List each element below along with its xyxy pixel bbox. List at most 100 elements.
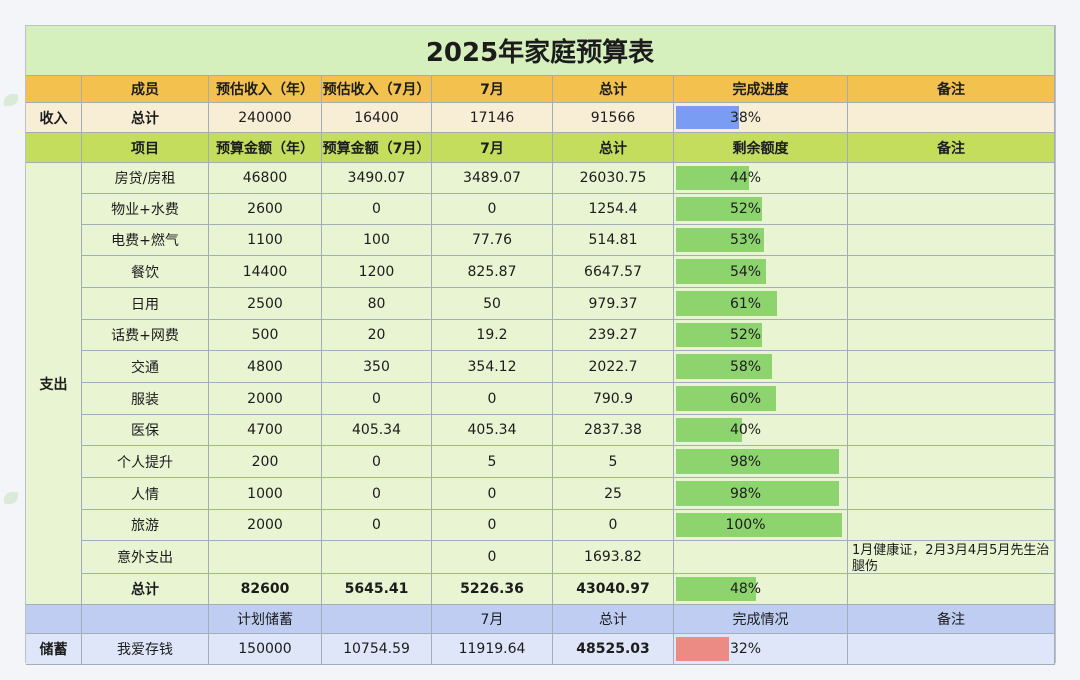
income-row-total[interactable]: 91566 [553,103,674,133]
expense-row-total[interactable]: 1693.82 [553,541,674,574]
savings-progress-cell[interactable]: 32% [674,634,848,665]
expense-total-note[interactable] [848,574,1055,605]
expense-row-year[interactable]: 4800 [209,351,322,383]
expense-row-month-est[interactable]: 3490.07 [322,163,432,194]
expense-row-year[interactable]: 2500 [209,288,322,320]
expense-row-month-est[interactable] [322,541,432,574]
expense-row-note[interactable] [848,351,1055,383]
savings-row-plan[interactable]: 150000 [209,634,322,665]
expense-row-name[interactable]: 服装 [82,383,209,415]
expense-row-total[interactable]: 979.37 [553,288,674,320]
expense-row-july[interactable]: 77.76 [432,225,553,256]
expense-row-total[interactable]: 2022.7 [553,351,674,383]
expense-row-note[interactable] [848,510,1055,541]
expense-remain-cell[interactable]: 100% [674,510,848,541]
expense-remain-cell[interactable]: 60% [674,383,848,415]
expense-row-month-est[interactable]: 0 [322,446,432,478]
expense-row-month-est[interactable]: 20 [322,320,432,351]
savings-row-july[interactable]: 11919.64 [432,634,553,665]
expense-row-name[interactable]: 餐饮 [82,256,209,288]
expense-row-july[interactable]: 0 [432,383,553,415]
expense-row-year[interactable] [209,541,322,574]
expense-remain-cell[interactable]: 40% [674,415,848,446]
expense-total-month-est[interactable]: 5645.41 [322,574,432,605]
expense-remain-cell[interactable]: 52% [674,320,848,351]
expense-row-month-est[interactable]: 80 [322,288,432,320]
expense-row-month-est[interactable]: 0 [322,478,432,510]
savings-row-name[interactable]: 我爱存钱 [82,634,209,665]
expense-row-note[interactable] [848,415,1055,446]
expense-row-july[interactable]: 3489.07 [432,163,553,194]
income-row-month-est[interactable]: 16400 [322,103,432,133]
expense-row-name[interactable]: 话费+网费 [82,320,209,351]
expense-row-year[interactable]: 46800 [209,163,322,194]
expense-total-july[interactable]: 5226.36 [432,574,553,605]
expense-row-name[interactable]: 电费+燃气 [82,225,209,256]
expense-row-july[interactable]: 825.87 [432,256,553,288]
expense-total-name[interactable]: 总计 [82,574,209,605]
expense-row-year[interactable]: 500 [209,320,322,351]
expense-row-name[interactable]: 物业+水费 [82,194,209,225]
expense-row-name[interactable]: 医保 [82,415,209,446]
expense-row-note[interactable] [848,320,1055,351]
expense-total-total[interactable]: 43040.97 [553,574,674,605]
income-progress-cell[interactable]: 38% [674,103,848,133]
expense-row-name[interactable]: 房贷/房租 [82,163,209,194]
expense-row-note[interactable] [848,446,1055,478]
expense-row-total[interactable]: 6647.57 [553,256,674,288]
expense-row-total[interactable]: 239.27 [553,320,674,351]
expense-row-year[interactable]: 2000 [209,510,322,541]
expense-row-note[interactable] [848,383,1055,415]
expense-remain-cell[interactable]: 52% [674,194,848,225]
expense-row-note[interactable]: 1月健康证，2月3月4月5月先生治腿伤 [848,541,1055,574]
expense-row-note[interactable] [848,288,1055,320]
expense-remain-cell[interactable]: 53% [674,225,848,256]
expense-row-july[interactable]: 0 [432,541,553,574]
expense-row-july[interactable]: 354.12 [432,351,553,383]
expense-row-total[interactable]: 0 [553,510,674,541]
expense-row-note[interactable] [848,256,1055,288]
expense-row-name[interactable]: 意外支出 [82,541,209,574]
expense-row-total[interactable]: 25 [553,478,674,510]
expense-row-total[interactable]: 2837.38 [553,415,674,446]
expense-remain-cell[interactable] [674,541,848,574]
savings-row-note[interactable] [848,634,1055,665]
expense-row-year[interactable]: 1100 [209,225,322,256]
income-row-july[interactable]: 17146 [432,103,553,133]
expense-row-july[interactable]: 405.34 [432,415,553,446]
expense-row-name[interactable]: 人情 [82,478,209,510]
expense-row-total[interactable]: 26030.75 [553,163,674,194]
expense-row-total[interactable]: 790.9 [553,383,674,415]
expense-remain-cell[interactable]: 98% [674,478,848,510]
expense-row-month-est[interactable]: 1200 [322,256,432,288]
expense-total-remain-cell[interactable]: 48% [674,574,848,605]
expense-row-note[interactable] [848,478,1055,510]
savings-row-total[interactable]: 48525.03 [553,634,674,665]
expense-row-july[interactable]: 50 [432,288,553,320]
expense-row-month-est[interactable]: 350 [322,351,432,383]
expense-row-month-est[interactable]: 0 [322,383,432,415]
expense-row-note[interactable] [848,194,1055,225]
expense-remain-cell[interactable]: 44% [674,163,848,194]
expense-row-month-est[interactable]: 405.34 [322,415,432,446]
expense-remain-cell[interactable]: 61% [674,288,848,320]
expense-row-note[interactable] [848,225,1055,256]
expense-row-name[interactable]: 旅游 [82,510,209,541]
income-row-name[interactable]: 总计 [82,103,209,133]
expense-row-july[interactable]: 0 [432,194,553,225]
expense-row-name[interactable]: 日用 [82,288,209,320]
expense-row-year[interactable]: 2600 [209,194,322,225]
expense-row-month-est[interactable]: 0 [322,510,432,541]
income-row-year[interactable]: 240000 [209,103,322,133]
savings-row-month-est[interactable]: 10754.59 [322,634,432,665]
expense-row-name[interactable]: 个人提升 [82,446,209,478]
expense-row-year[interactable]: 1000 [209,478,322,510]
expense-row-month-est[interactable]: 0 [322,194,432,225]
expense-row-july[interactable]: 19.2 [432,320,553,351]
expense-row-month-est[interactable]: 100 [322,225,432,256]
expense-total-year[interactable]: 82600 [209,574,322,605]
expense-row-note[interactable] [848,163,1055,194]
expense-row-total[interactable]: 5 [553,446,674,478]
expense-remain-cell[interactable]: 98% [674,446,848,478]
expense-remain-cell[interactable]: 58% [674,351,848,383]
